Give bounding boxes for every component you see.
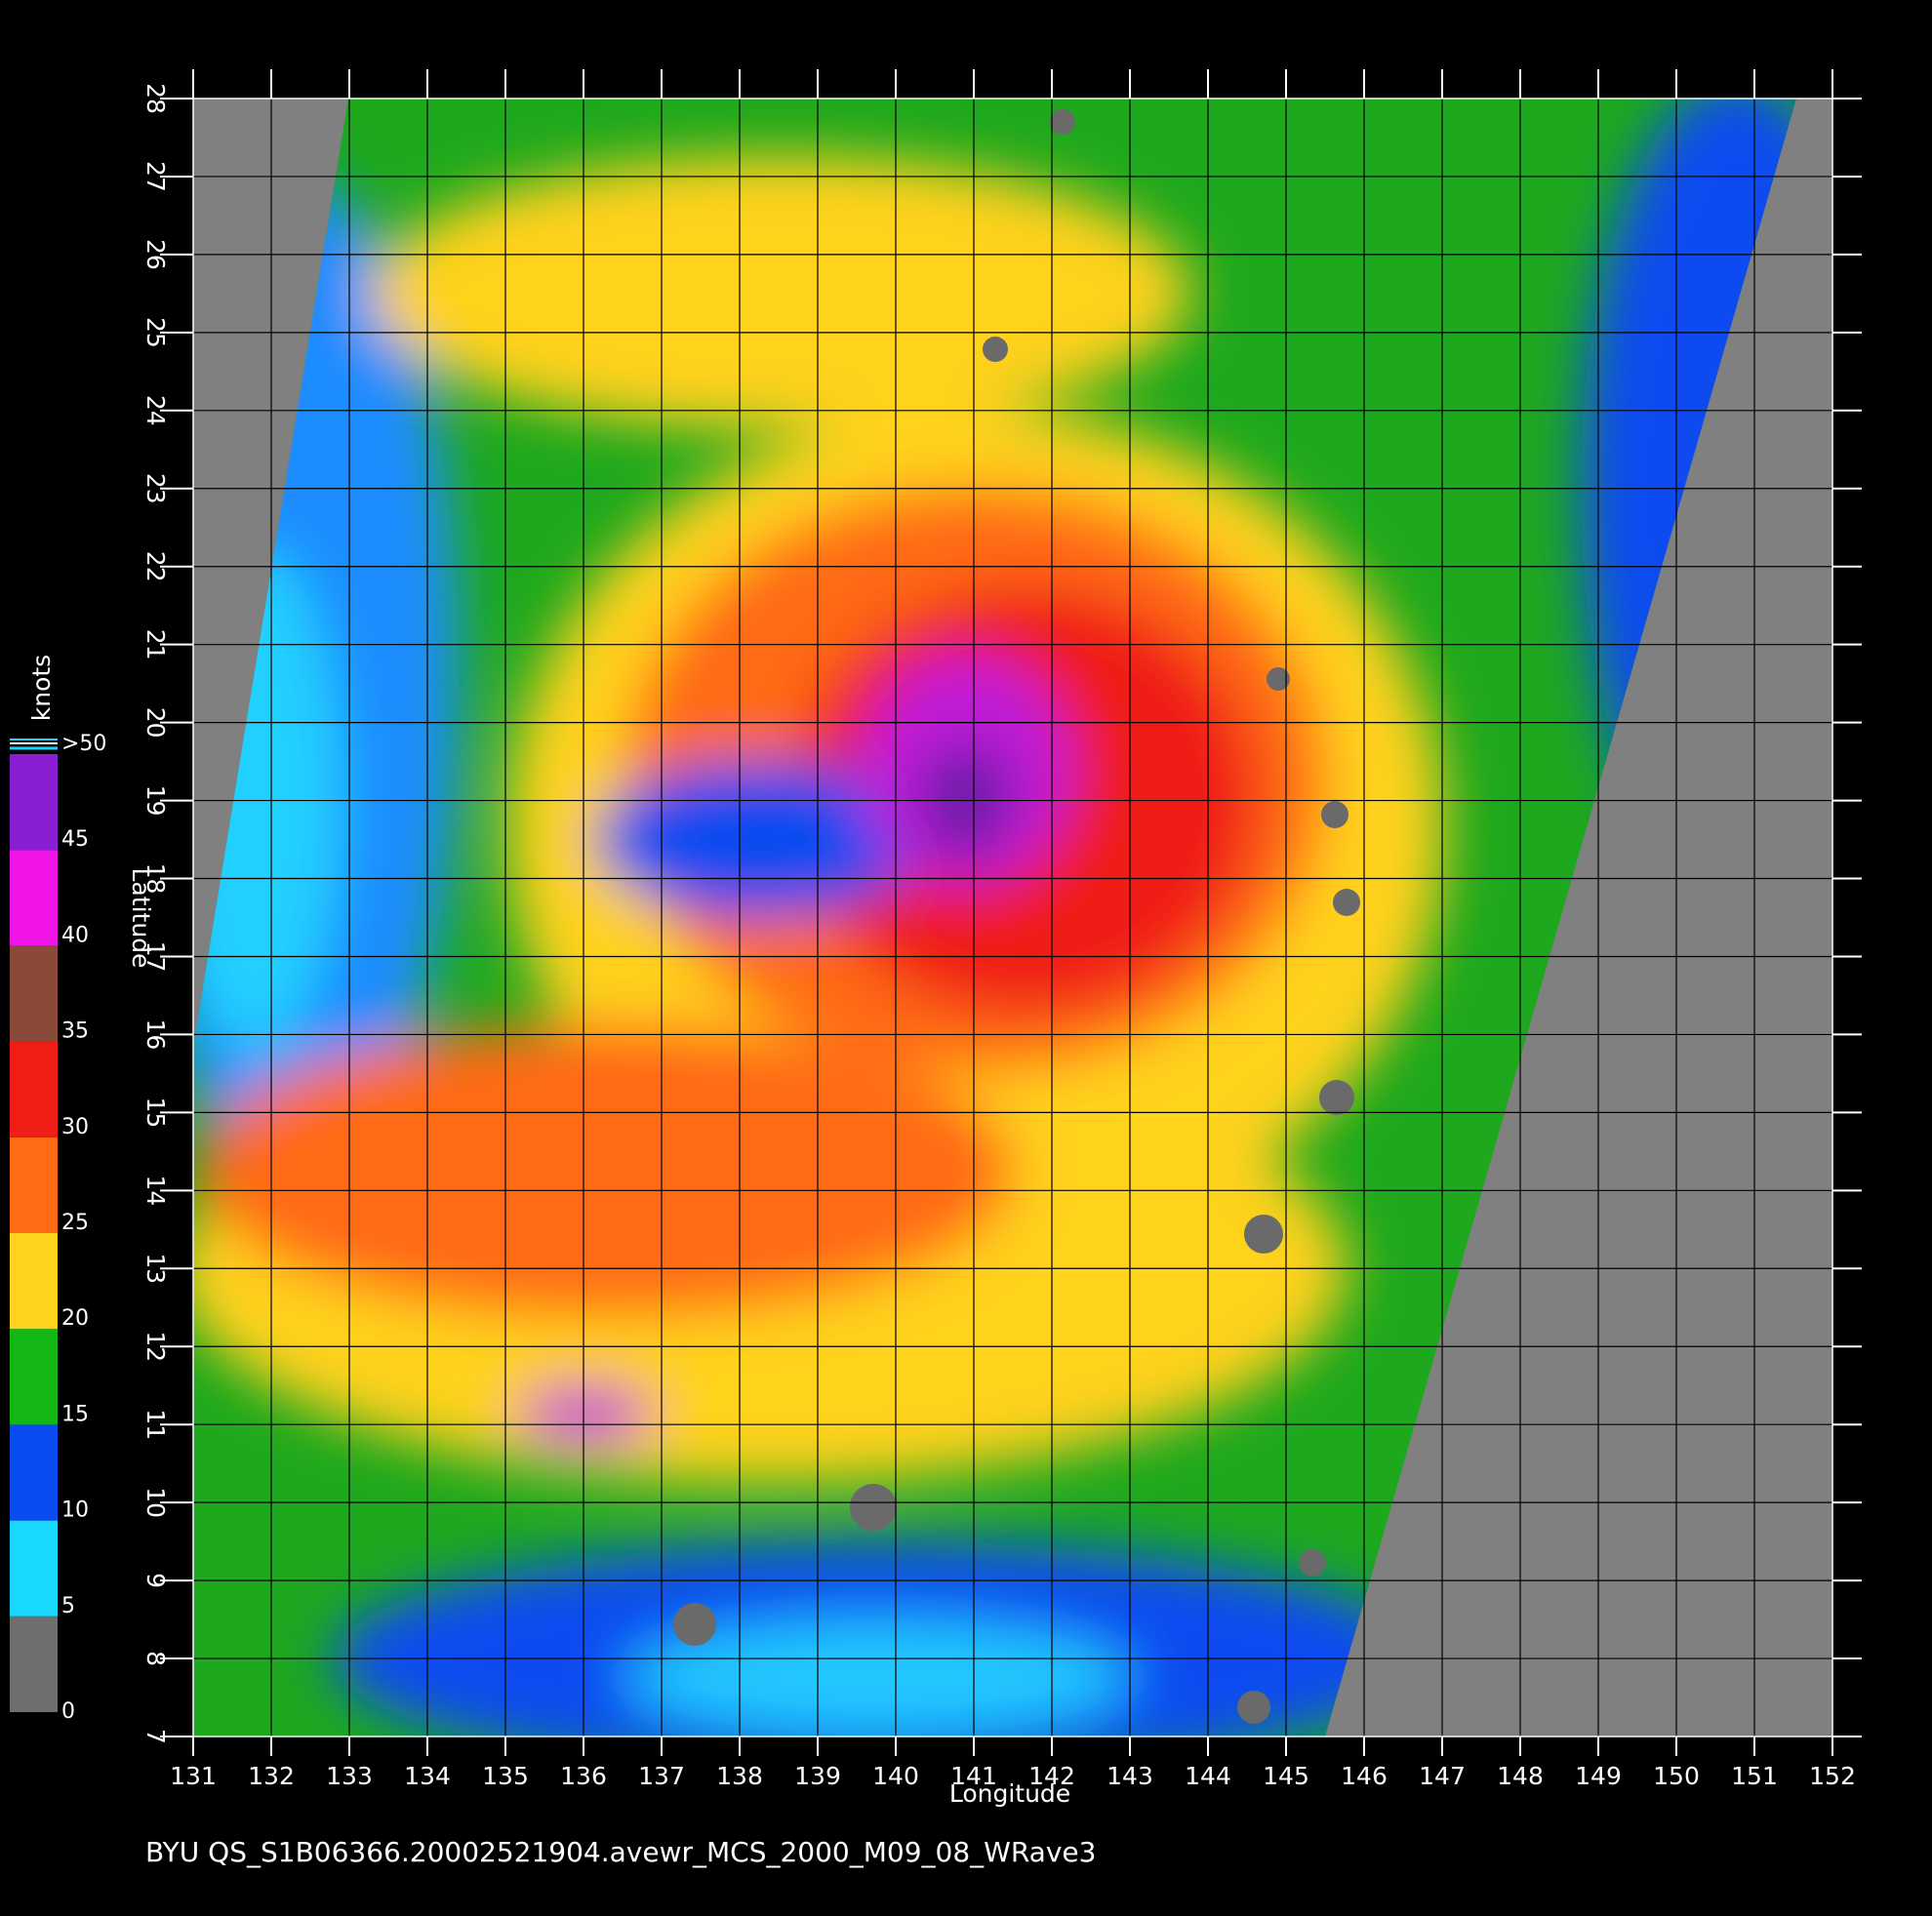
strong-region [195,1024,1015,1317]
y-tick-label: 26 [141,239,170,270]
island [1244,1215,1283,1254]
caption: BYU QS_S1B06366.20002521904.avewr_MCS_20… [145,1836,1096,1868]
y-tick-label: 16 [141,1019,170,1051]
colorbar-tick-label: 5 [61,1594,75,1618]
y-tick-label: 7 [141,1729,170,1744]
x-tick-label: 137 [638,1762,685,1790]
island [1267,667,1290,691]
island [850,1484,897,1531]
island [1299,1549,1326,1577]
y-tick-label: 17 [141,941,170,973]
y-tick-label: 28 [141,83,170,114]
calm-region [624,1619,1132,1736]
y-tick-label: 24 [141,395,170,426]
colorbar-segment [10,1424,58,1521]
y-tick-label: 21 [141,629,170,660]
island [1237,1691,1270,1724]
colorbar-segment [10,1041,58,1138]
island [1319,1080,1354,1115]
y-tick-label: 11 [141,1409,170,1440]
x-tick-label: 132 [248,1762,295,1790]
x-tick-label: 131 [170,1762,217,1790]
y-tick-label: 9 [141,1573,170,1588]
colorbar-tick-label: 0 [61,1699,75,1724]
islands [673,109,1360,1724]
island [1050,109,1075,135]
x-tick-label: 143 [1107,1762,1153,1790]
colorbar-segment [10,1520,58,1617]
colorbar-tick-label: 20 [61,1306,89,1331]
plot-frame [192,98,1833,1737]
x-tick-label: 152 [1809,1762,1856,1790]
colorbar-tick-label: 30 [61,1115,89,1139]
island [1321,801,1348,828]
moderate-region [371,156,1190,429]
x-tick-label: 140 [872,1762,919,1790]
colorbar-tick-label: 35 [61,1019,89,1044]
x-tick-label: 151 [1731,1762,1778,1790]
x-tick-label: 150 [1653,1762,1700,1790]
colorbar-segment [10,945,58,1042]
island [1333,889,1360,916]
y-axis-label: Latitude [127,868,155,969]
colorbar-tick-label: 25 [61,1211,89,1235]
y-tick-label: 27 [141,161,170,192]
x-tick-label: 135 [482,1762,529,1790]
y-tick-label: 15 [141,1097,170,1128]
y-tick-label: 18 [141,863,170,895]
x-tick-label: 142 [1028,1762,1075,1790]
colorbar-tick-label: 40 [61,923,89,947]
colorbar-tick-label: 15 [61,1402,89,1426]
colorbar-segment [10,1329,58,1425]
x-axis-label: Longitude [949,1779,1070,1808]
colorbar-tick-label: 45 [61,827,89,852]
colorbar-segment [10,1137,58,1233]
strong-region [517,1385,654,1444]
colorbar-tick-label: >50 [61,732,106,756]
colorbar-segment [10,754,58,851]
x-tick-label: 147 [1419,1762,1466,1790]
y-tick-label: 12 [141,1331,170,1362]
y-tick-label: 8 [141,1651,170,1666]
y-tick-label: 10 [141,1487,170,1518]
x-tick-label: 133 [326,1762,373,1790]
x-tick-label: 138 [716,1762,763,1790]
colorbar-label: knots [27,655,56,721]
y-tick-label: 23 [141,473,170,504]
x-tick-label: 136 [560,1762,607,1790]
x-tick-label: 139 [794,1762,841,1790]
y-tick-label: 22 [141,551,170,582]
y-tick-label: 20 [141,707,170,738]
x-tick-label: 146 [1341,1762,1388,1790]
island [673,1603,716,1646]
x-tick-label: 141 [950,1762,997,1790]
x-tick-label: 144 [1185,1762,1231,1790]
y-tick-label: 14 [141,1175,170,1206]
x-tick-label: 145 [1263,1762,1309,1790]
colorbar-segment [10,1616,58,1712]
x-tick-label: 134 [404,1762,451,1790]
x-tick-label: 149 [1575,1762,1622,1790]
colorbar-segment [10,850,58,946]
x-tick-label: 148 [1497,1762,1544,1790]
y-tick-label: 25 [141,317,170,348]
island [983,337,1008,362]
y-tick-label: 13 [141,1253,170,1284]
colorbar-segment [10,1233,58,1330]
colorbar-tick-label: 10 [61,1498,89,1523]
y-tick-label: 19 [141,785,170,817]
